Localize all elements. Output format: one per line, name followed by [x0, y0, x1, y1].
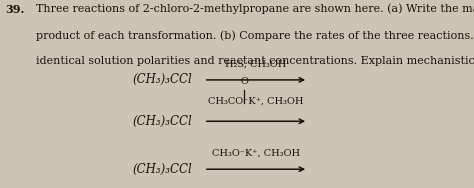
Text: (CH₃)₃CCl: (CH₃)₃CCl: [133, 115, 192, 128]
Text: product of each transformation. (b) Compare the rates of the three reactions. As: product of each transformation. (b) Comp…: [36, 30, 474, 41]
Text: O: O: [240, 77, 248, 86]
Text: CH₃CO⁻K⁺, CH₃OH: CH₃CO⁻K⁺, CH₃OH: [208, 96, 304, 105]
Text: CH₃O⁻K⁺, CH₃OH: CH₃O⁻K⁺, CH₃OH: [212, 149, 300, 158]
Text: identical solution polarities and reactant concentrations. Explain mechanistical: identical solution polarities and reacta…: [36, 56, 474, 66]
Text: (CH₃)₃CCl: (CH₃)₃CCl: [133, 73, 192, 86]
Text: 39.: 39.: [6, 4, 25, 15]
Text: H₂S, CH₃OH: H₂S, CH₃OH: [225, 60, 287, 69]
Text: (CH₃)₃CCl: (CH₃)₃CCl: [133, 163, 192, 176]
Text: Three reactions of 2-chloro-2-methylpropane are shown here. (a) Write the major: Three reactions of 2-chloro-2-methylprop…: [36, 4, 474, 14]
